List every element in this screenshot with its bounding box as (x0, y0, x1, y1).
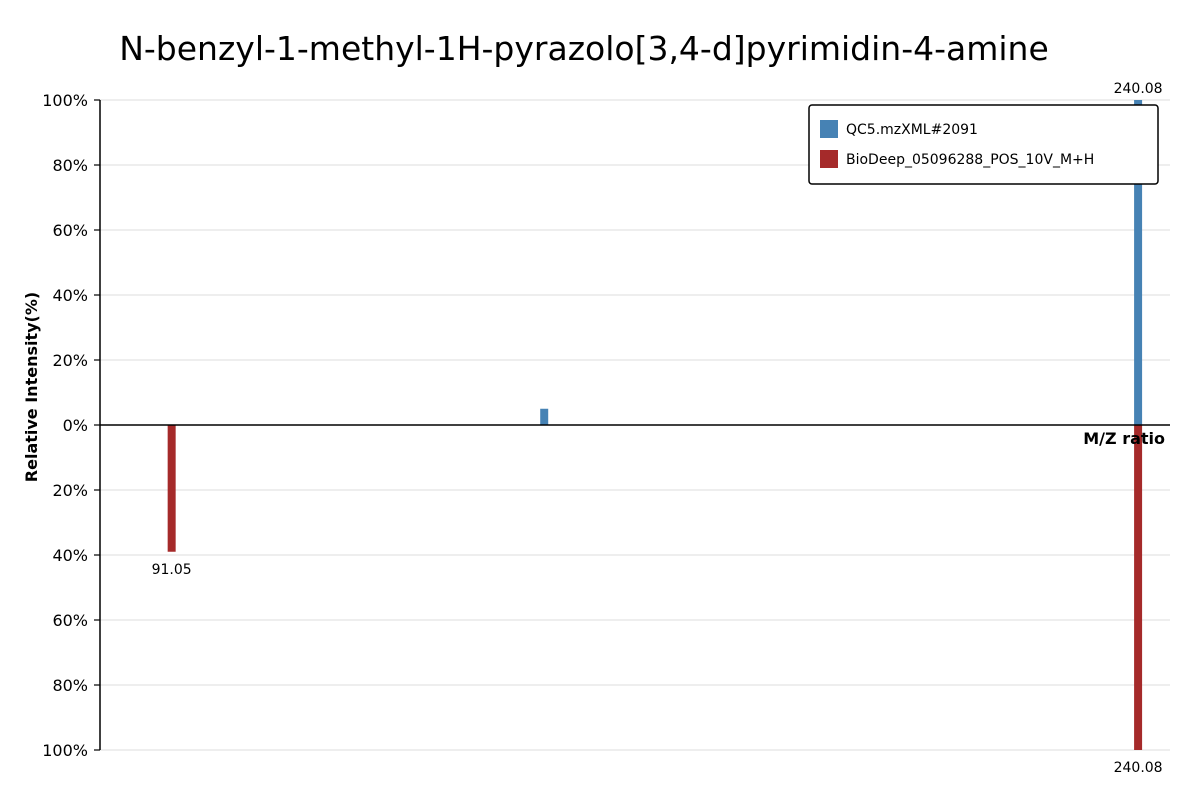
y-tick-label: 60% (52, 221, 88, 240)
y-tick-label: 80% (52, 676, 88, 695)
peak-label: 240.08 (1114, 760, 1163, 776)
y-tick-label: 60% (52, 611, 88, 630)
peaks (167, 100, 1143, 750)
legend-label-biodeep: BioDeep_05096288_POS_10V_M+H (846, 152, 1094, 168)
legend-label-qc5: QC5.mzXML#2091 (846, 122, 978, 138)
y-tick-label: 40% (52, 546, 88, 565)
y-axis-title: Relative Intensity(%) (22, 292, 41, 482)
y-tick-label: 100% (42, 91, 88, 110)
peak-label: 240.08 (1114, 81, 1163, 97)
peak-bar-reference (1134, 425, 1143, 750)
y-tick-label: 100% (42, 741, 88, 760)
peak-label: 91.05 (152, 562, 192, 578)
legend-swatch-qc5 (820, 120, 838, 138)
chart-title: N-benzyl-1-methyl-1H-pyrazolo[3,4-d]pyri… (119, 29, 1049, 68)
peak-bar-query (1134, 100, 1143, 425)
peak-bar-reference (167, 425, 176, 552)
peak-labels: 240.08 91.05 240.08 (152, 81, 1163, 776)
legend-box (808, 104, 1159, 185)
y-tick-label: 20% (52, 481, 88, 500)
y-tick-label: 20% (52, 351, 88, 370)
y-tick-label: 80% (52, 156, 88, 175)
legend: QC5.mzXML#2091 BioDeep_05096288_POS_10V_… (808, 104, 1159, 185)
y-tick-label: 40% (52, 286, 88, 305)
y-axis-ticks: 100% 80% 60% 40% 20% 0% 20% 40% 60% 80% 100% (42, 91, 100, 760)
peak-bar-query (540, 408, 549, 425)
y-tick-label: 0% (63, 416, 88, 435)
legend-swatch-biodeep (820, 150, 838, 168)
x-axis-title: M/Z ratio (1083, 429, 1165, 448)
